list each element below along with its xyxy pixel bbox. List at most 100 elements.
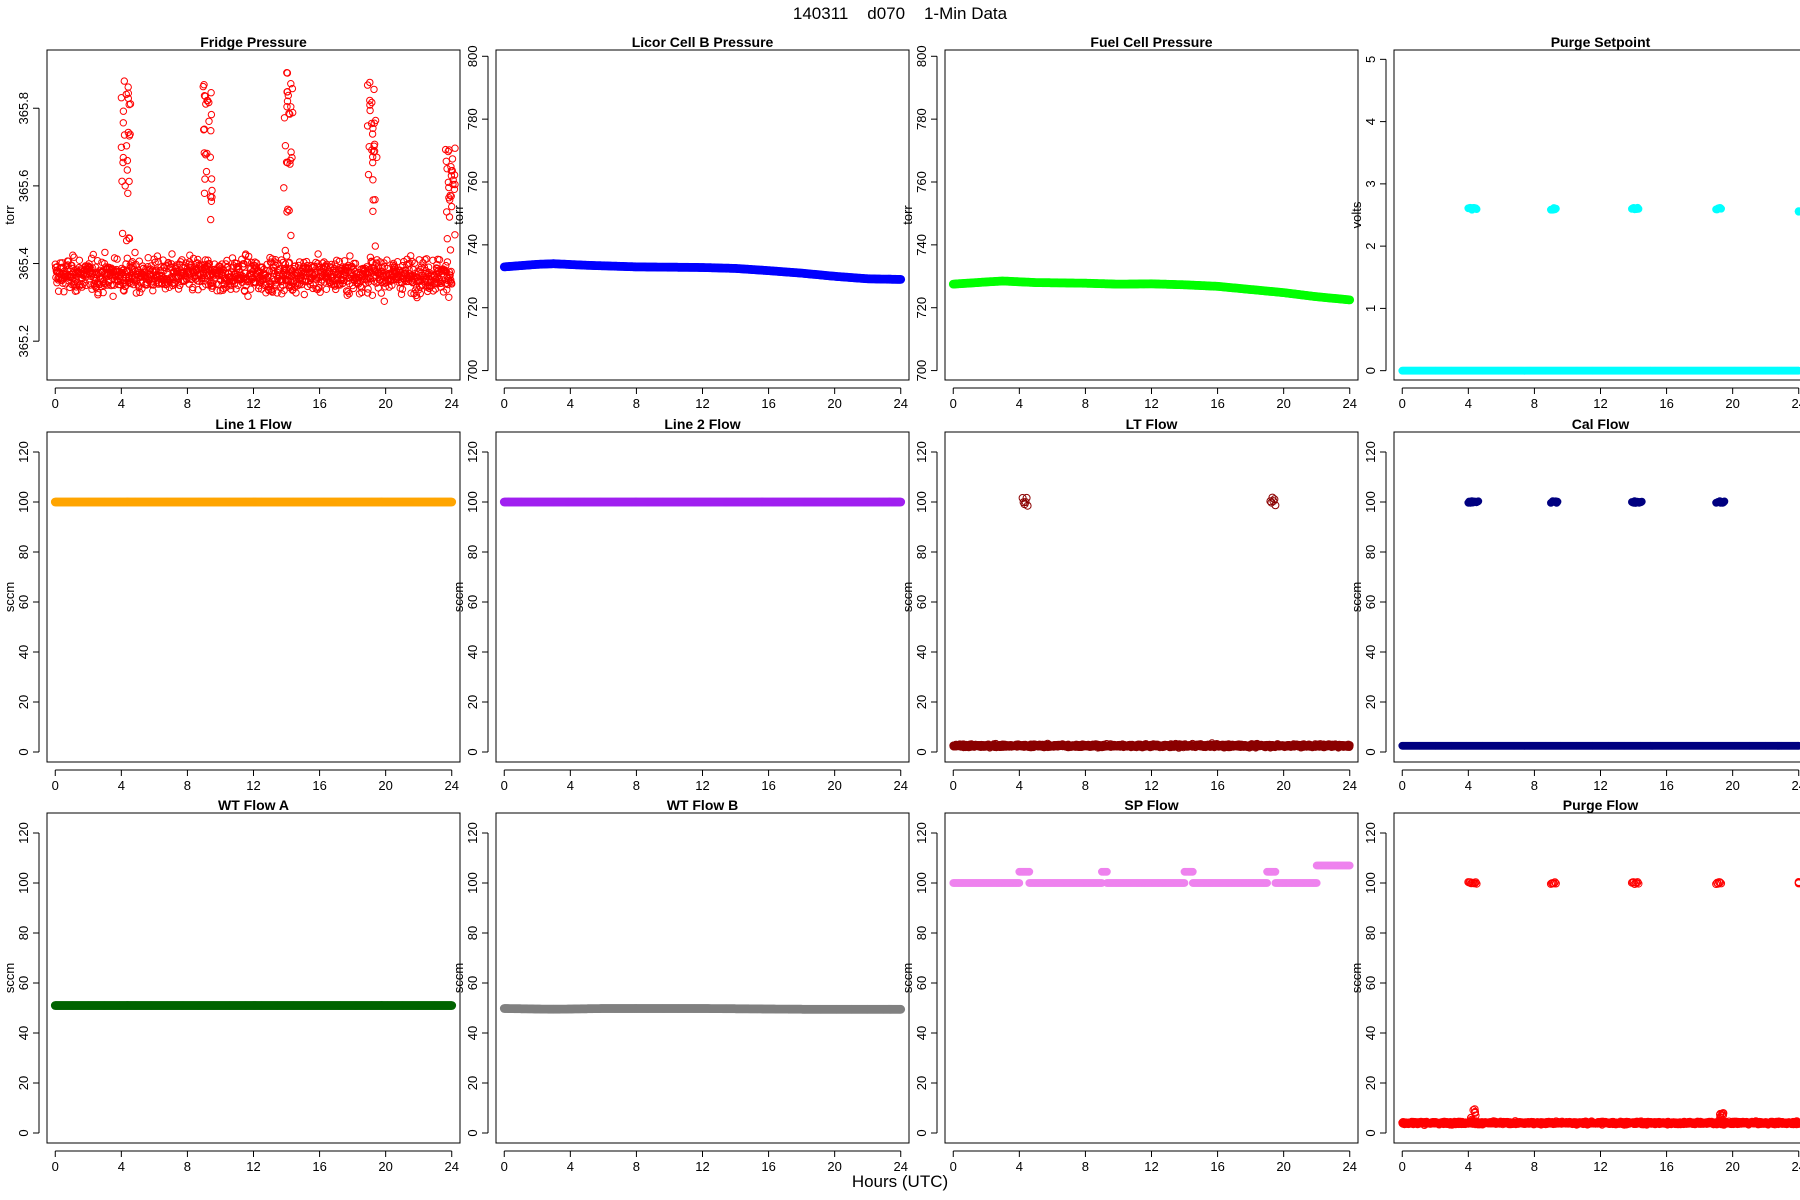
- y-tick-label: 1: [1363, 305, 1378, 312]
- data-point: [368, 130, 377, 138]
- data-point: [153, 252, 162, 260]
- data-point: [144, 254, 152, 262]
- data-point: [297, 273, 305, 281]
- data-point: [1552, 204, 1560, 213]
- data-point: [283, 88, 291, 96]
- data-point: [442, 157, 450, 166]
- data-point: [281, 260, 290, 268]
- data-point: [148, 266, 157, 274]
- data-point: [131, 248, 139, 257]
- data-point: [60, 288, 68, 296]
- data-point: [94, 289, 102, 297]
- data-point: [222, 260, 230, 268]
- data-point: [416, 289, 424, 298]
- data-point: [233, 264, 242, 272]
- y-tick-label: 760: [914, 171, 929, 193]
- y-tick-label: 100: [16, 491, 31, 513]
- data-point: [370, 85, 378, 94]
- plot-frame: [46, 431, 461, 763]
- data-point: [247, 285, 255, 293]
- data-point: [436, 278, 445, 286]
- data-point: [89, 250, 98, 259]
- panel-title: LT Flow: [1126, 416, 1178, 432]
- y-tick-label: 120: [465, 441, 480, 463]
- data-point: [431, 285, 440, 293]
- data-point: [122, 90, 131, 99]
- y-axis-label: sccm: [2, 582, 17, 612]
- data-point: [124, 83, 132, 91]
- data-point: [448, 202, 456, 211]
- data-point: [369, 158, 377, 167]
- data-point: [244, 292, 252, 300]
- x-tick-label: 20: [1725, 396, 1739, 411]
- data-point: [1345, 295, 1355, 305]
- data-point: [79, 281, 87, 289]
- x-tick-label: 20: [827, 396, 841, 411]
- data-point: [443, 258, 452, 266]
- y-tick-label: 40: [914, 645, 929, 659]
- x-tick-label: 16: [1659, 396, 1673, 411]
- y-tick-label: 20: [465, 695, 480, 709]
- data-point: [121, 182, 129, 190]
- x-tick-label: 8: [184, 396, 191, 411]
- x-tick-label: 8: [184, 778, 191, 793]
- data-point: [369, 176, 377, 184]
- y-tick-label: 80: [914, 545, 929, 559]
- plot-frame: [1393, 49, 1800, 381]
- data-point: [316, 288, 324, 296]
- x-tick-label: 4: [1016, 778, 1023, 793]
- y-tick-label: 40: [465, 645, 480, 659]
- data-point: [200, 189, 209, 198]
- data-point: [369, 207, 377, 216]
- data-point: [67, 272, 76, 280]
- data-point: [113, 255, 121, 263]
- data-point: [371, 242, 379, 250]
- data-point: [451, 231, 459, 239]
- x-tick-label: 12: [695, 778, 709, 793]
- data-point: [283, 103, 291, 111]
- x-tick-label: 20: [1276, 396, 1290, 411]
- data-point: [896, 497, 906, 507]
- data-point: [64, 261, 72, 269]
- x-tick-label: 8: [633, 396, 640, 411]
- data-point: [207, 197, 216, 206]
- y-tick-label: 60: [465, 595, 480, 609]
- y-axis-label: torr: [900, 205, 915, 225]
- data-point: [69, 268, 78, 277]
- data-point: [295, 258, 304, 266]
- y-tick-label: 20: [914, 695, 929, 709]
- y-tick-label: 120: [16, 441, 31, 463]
- data-point: [283, 97, 292, 105]
- data-point: [335, 257, 343, 266]
- data-point: [443, 208, 451, 216]
- data-point: [200, 125, 209, 133]
- data-point: [217, 269, 226, 278]
- data-point: [368, 146, 376, 154]
- x-tick-label: 16: [761, 396, 775, 411]
- y-axis-label: sccm: [900, 582, 915, 612]
- plot-frame: [944, 431, 1359, 763]
- series-fuel-cell-pressure: [948, 276, 1355, 305]
- data-point: [119, 107, 128, 115]
- data-point: [346, 252, 354, 260]
- data-point: [330, 264, 339, 273]
- x-tick-label: 4: [567, 396, 574, 411]
- data-point: [244, 258, 252, 266]
- y-tick-label: 800: [465, 45, 480, 67]
- panel-title: Purge Setpoint: [1551, 34, 1651, 50]
- data-point: [373, 153, 381, 162]
- x-tick-label: 24: [894, 396, 908, 411]
- data-point: [207, 215, 215, 224]
- data-point: [151, 258, 159, 266]
- data-point: [82, 281, 90, 290]
- data-point: [444, 178, 453, 187]
- data-point: [1794, 366, 1800, 375]
- data-point: [450, 185, 459, 194]
- data-point: [288, 153, 296, 162]
- x-tick-label: 8: [1082, 778, 1089, 793]
